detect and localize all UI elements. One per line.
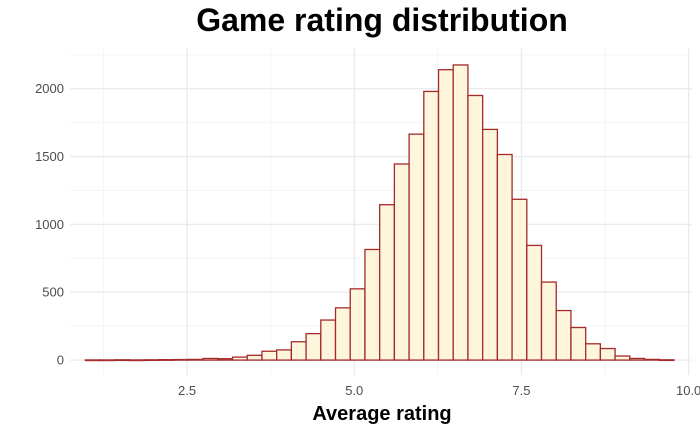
histogram-bar [128,359,145,362]
histogram-bar [526,244,543,361]
x-tick-label: 7.5 [512,383,530,398]
histogram-bar [423,90,440,361]
y-tick-label: 1000 [35,217,64,232]
histogram-bar [276,349,293,361]
histogram-bar [349,288,366,361]
histogram-bar [143,359,160,362]
bars-layer [84,64,675,362]
histogram-bar [408,133,425,361]
y-tick-label: 1500 [35,149,64,164]
x-tick-label: 5.0 [345,383,363,398]
histogram-bar [482,128,499,361]
histogram-bar [614,355,631,361]
y-tick-label: 500 [42,285,64,300]
histogram-bar [261,350,278,361]
histogram-bar [585,343,602,361]
histogram-bar [364,248,381,361]
histogram-bar [202,357,219,361]
histogram-bar [246,354,263,361]
ticks-layer: 2.5 5.0 7.5 10.0 0 500 1000 1500 2000 [35,81,700,398]
histogram-bar [173,358,190,361]
histogram-bar [570,326,587,361]
histogram-bar [511,198,528,361]
histogram-bar [496,153,513,361]
x-axis-label: Average rating [312,403,451,425]
histogram-bar [555,309,572,361]
histogram-bar [540,281,557,361]
histogram-bar [320,319,337,361]
histogram-bar [452,64,469,361]
histogram-bar [643,358,660,361]
x-tick-label: 10.0 [676,383,700,398]
histogram-bar [629,357,646,361]
histogram-bar [217,358,234,361]
histogram-bar [467,94,484,361]
histogram-bar [658,359,675,362]
histogram-bar [158,359,175,361]
histogram-bar [334,307,351,361]
histogram-bar [379,204,396,361]
histogram-bar [599,347,616,361]
histogram-bar [290,341,307,361]
histogram-bar [187,358,204,361]
histogram-bar [305,332,322,361]
x-tick-label: 2.5 [178,383,196,398]
histogram-bar [99,359,116,362]
histogram-bar [437,69,454,361]
histogram-bar [393,163,410,361]
histogram-bar [114,359,131,362]
y-tick-label: 0 [57,353,64,368]
histogram-bar [84,359,101,362]
y-tick-label: 2000 [35,81,64,96]
chart-title: Game rating distribution [196,2,568,38]
histogram-bar [231,356,248,361]
